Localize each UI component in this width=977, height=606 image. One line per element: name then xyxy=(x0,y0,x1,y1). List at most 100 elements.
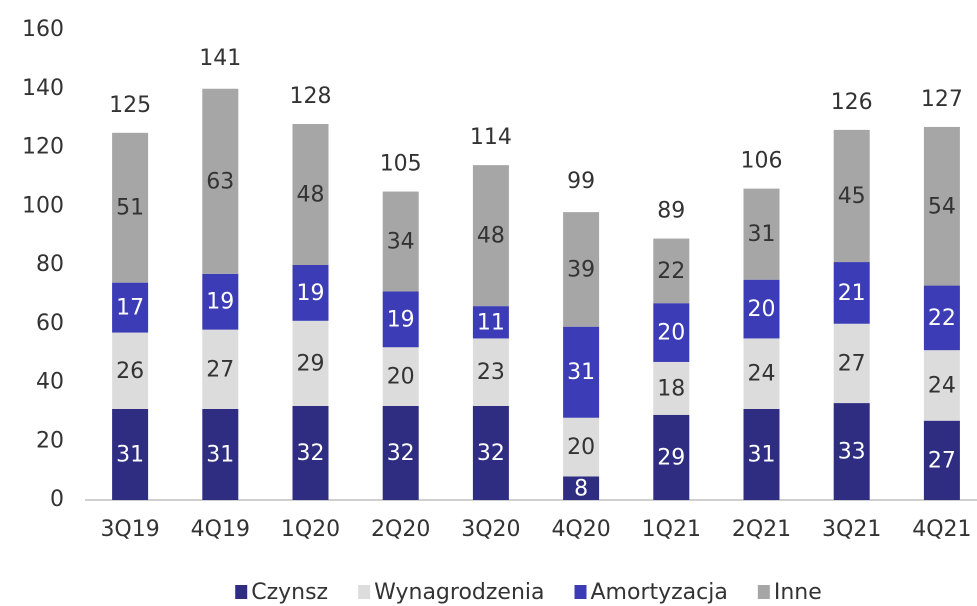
y-tick-label: 0 xyxy=(50,487,64,512)
bar-segment xyxy=(202,408,239,500)
data-label: 19 xyxy=(206,290,234,315)
bar-segment xyxy=(563,417,600,477)
bar-segment xyxy=(563,326,600,418)
bar-segment xyxy=(833,129,870,263)
bar-segment xyxy=(382,291,419,348)
data-label: 39 xyxy=(567,257,595,282)
bar-segment xyxy=(292,406,329,500)
total-label: 114 xyxy=(470,125,512,150)
data-label: 19 xyxy=(297,281,325,306)
total-label: 125 xyxy=(109,93,151,118)
total-label: 89 xyxy=(657,199,685,224)
data-label: 32 xyxy=(477,441,505,466)
total-label: 141 xyxy=(199,46,241,71)
data-label: 22 xyxy=(657,259,685,284)
x-tick-label: 3Q19 xyxy=(100,517,159,542)
bar-segment xyxy=(743,338,780,409)
data-label: 51 xyxy=(116,196,144,221)
legend-label: Wynagrodzenia xyxy=(374,580,544,605)
data-label: 31 xyxy=(748,222,776,247)
data-label: 31 xyxy=(748,442,776,467)
y-tick-label: 20 xyxy=(36,428,64,453)
bar-segment xyxy=(292,124,329,265)
bar-segment xyxy=(202,329,239,409)
data-label: 31 xyxy=(116,442,144,467)
legend-swatch xyxy=(574,585,587,599)
bar-segment xyxy=(472,338,509,406)
x-tick-label: 2Q20 xyxy=(371,517,430,542)
y-tick-label: 100 xyxy=(22,193,64,218)
total-label: 105 xyxy=(380,152,422,177)
y-tick-label: 160 xyxy=(22,17,64,42)
data-label: 24 xyxy=(928,373,956,398)
data-label: 24 xyxy=(748,362,776,387)
data-label: 20 xyxy=(567,435,595,460)
data-label: 48 xyxy=(297,183,325,208)
bar-segment xyxy=(923,350,960,421)
data-label: 48 xyxy=(477,224,505,249)
data-label: 54 xyxy=(928,194,956,219)
data-label: 31 xyxy=(567,360,595,385)
bar-segment xyxy=(653,361,690,415)
data-label: 23 xyxy=(477,360,505,385)
legend-swatch xyxy=(235,585,248,599)
y-tick-label: 60 xyxy=(36,311,64,336)
legend-swatch xyxy=(757,585,770,599)
data-label: 19 xyxy=(387,307,415,332)
data-label: 32 xyxy=(297,441,325,466)
data-label: 29 xyxy=(297,351,325,376)
total-label: 127 xyxy=(921,87,963,112)
data-label: 17 xyxy=(116,296,144,321)
bar-segment xyxy=(743,279,780,339)
data-label: 27 xyxy=(928,448,956,473)
data-label: 33 xyxy=(838,440,866,465)
data-label: 18 xyxy=(657,376,685,401)
data-label: 63 xyxy=(206,169,234,194)
bar-segment xyxy=(743,408,780,500)
bar-segment xyxy=(653,303,690,362)
bar-segment xyxy=(472,165,509,307)
bar-segment xyxy=(202,88,239,274)
x-tick-label: 3Q21 xyxy=(822,517,881,542)
data-label: 11 xyxy=(477,310,505,335)
legend-label: Inne xyxy=(774,580,822,605)
bar-segment xyxy=(743,188,780,280)
bar-segment xyxy=(833,323,870,404)
bar-segment xyxy=(563,212,600,327)
bar-segment xyxy=(382,347,419,406)
data-label: 26 xyxy=(116,359,144,384)
x-tick-label: 2Q21 xyxy=(732,517,791,542)
data-label: 29 xyxy=(657,445,685,470)
x-tick-label: 1Q20 xyxy=(281,517,340,542)
total-label: 99 xyxy=(567,169,595,194)
bar-segment xyxy=(112,132,149,283)
bar-segment xyxy=(833,262,870,324)
data-label: 20 xyxy=(657,321,685,346)
bar-segment xyxy=(292,265,329,321)
x-tick-label: 4Q20 xyxy=(551,517,610,542)
bar-segment xyxy=(563,476,600,500)
x-tick-label: 4Q19 xyxy=(191,517,250,542)
data-label: 21 xyxy=(838,281,866,306)
y-tick-label: 140 xyxy=(22,76,64,101)
bar-segment xyxy=(472,406,509,500)
bar-segment xyxy=(112,282,149,333)
legend-label: Czynsz xyxy=(251,580,328,605)
legend-swatch xyxy=(358,585,371,599)
bar-segment xyxy=(923,126,960,286)
bar-segment xyxy=(202,273,239,330)
total-label: 106 xyxy=(741,149,783,174)
bar-segment xyxy=(382,406,419,500)
total-label: 128 xyxy=(290,84,332,109)
y-tick-label: 40 xyxy=(36,370,64,395)
data-label: 45 xyxy=(838,184,866,209)
data-label: 27 xyxy=(838,351,866,376)
x-tick-label: 4Q21 xyxy=(912,517,971,542)
bar-segment xyxy=(653,414,690,500)
data-label: 20 xyxy=(387,365,415,390)
y-tick-label: 80 xyxy=(36,252,64,277)
x-tick-label: 3Q20 xyxy=(461,517,520,542)
bar-segment xyxy=(112,332,149,409)
data-label: 31 xyxy=(206,442,234,467)
data-label: 22 xyxy=(928,306,956,331)
